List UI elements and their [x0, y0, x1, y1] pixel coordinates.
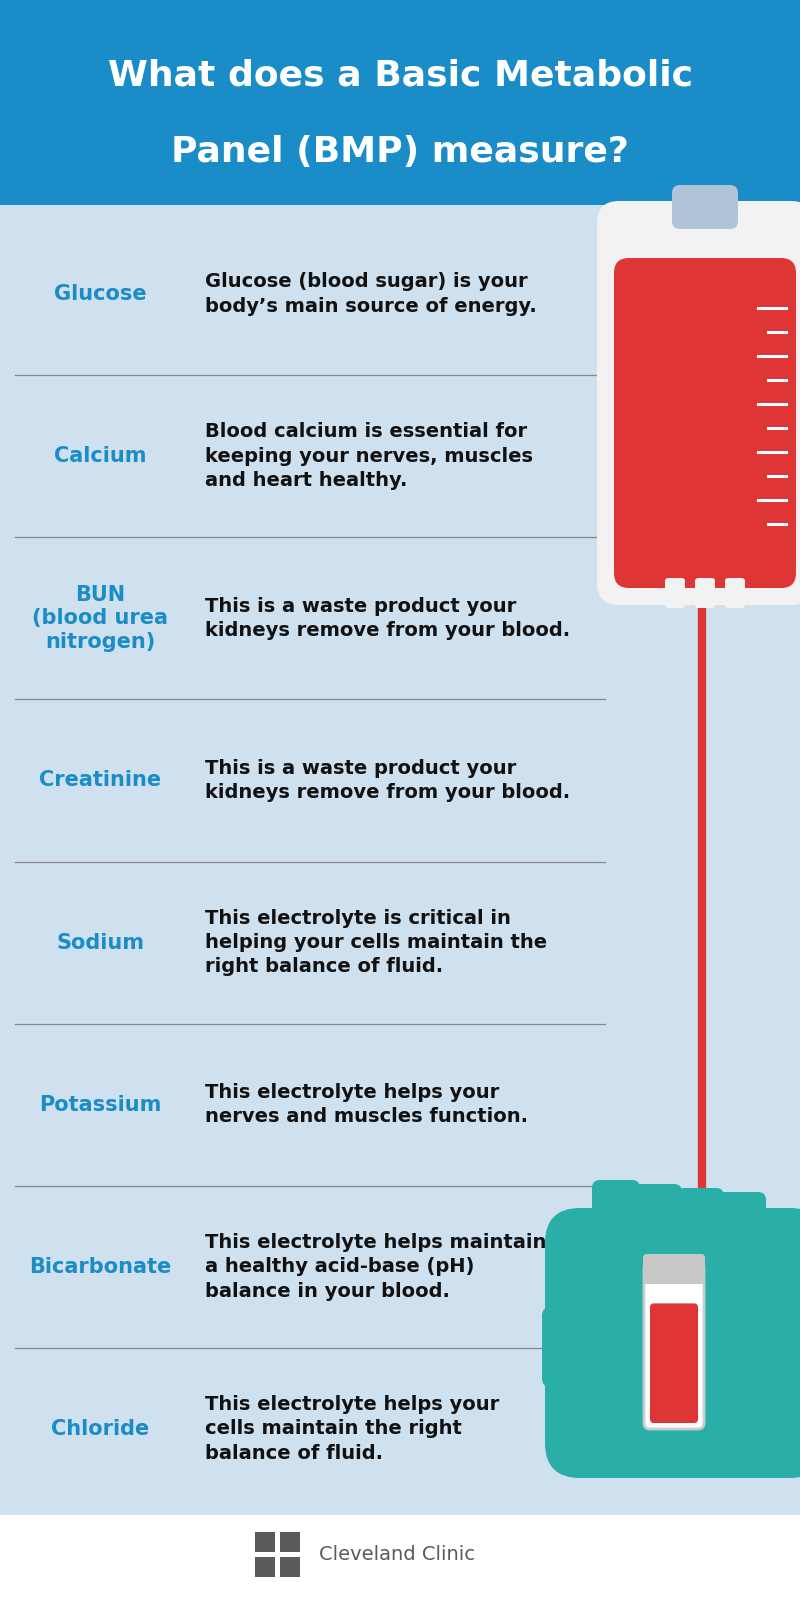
FancyBboxPatch shape: [676, 1188, 724, 1250]
FancyBboxPatch shape: [542, 1306, 600, 1388]
Text: Blood calcium is essential for
keeping your nerves, muscles
and heart healthy.: Blood calcium is essential for keeping y…: [205, 422, 533, 490]
Text: Creatinine: Creatinine: [39, 770, 161, 790]
FancyBboxPatch shape: [0, 0, 800, 205]
FancyBboxPatch shape: [614, 258, 796, 587]
Text: What does a Basic Metabolic: What does a Basic Metabolic: [107, 58, 693, 91]
Text: Glucose: Glucose: [54, 284, 146, 303]
FancyBboxPatch shape: [672, 185, 738, 230]
Text: Panel (BMP) measure?: Panel (BMP) measure?: [171, 135, 629, 169]
FancyBboxPatch shape: [255, 1533, 275, 1552]
FancyBboxPatch shape: [0, 205, 800, 1515]
FancyBboxPatch shape: [592, 1180, 640, 1250]
FancyBboxPatch shape: [255, 1557, 275, 1578]
FancyBboxPatch shape: [644, 1262, 704, 1428]
Text: Bicarbonate: Bicarbonate: [29, 1257, 171, 1278]
FancyBboxPatch shape: [545, 1209, 800, 1478]
Text: Potassium: Potassium: [39, 1095, 161, 1115]
Text: Chloride: Chloride: [51, 1419, 149, 1440]
Text: This is a waste product your
kidneys remove from your blood.: This is a waste product your kidneys rem…: [205, 759, 570, 802]
FancyBboxPatch shape: [634, 1184, 682, 1250]
Text: This electrolyte is critical in
helping your cells maintain the
right balance of: This electrolyte is critical in helping …: [205, 908, 547, 976]
Text: BUN
(blood urea
nitrogen): BUN (blood urea nitrogen): [32, 586, 168, 652]
Text: Cleveland Clinic: Cleveland Clinic: [319, 1546, 475, 1563]
FancyBboxPatch shape: [725, 578, 745, 608]
FancyBboxPatch shape: [695, 578, 715, 608]
Text: This electrolyte helps your
cells maintain the right
balance of fluid.: This electrolyte helps your cells mainta…: [205, 1395, 499, 1462]
Text: Sodium: Sodium: [56, 933, 144, 952]
Text: This is a waste product your
kidneys remove from your blood.: This is a waste product your kidneys rem…: [205, 597, 570, 640]
FancyBboxPatch shape: [0, 1515, 800, 1605]
Text: This electrolyte helps maintain
a healthy acid-base (pH)
balance in your blood.: This electrolyte helps maintain a health…: [205, 1233, 546, 1300]
FancyBboxPatch shape: [665, 578, 685, 608]
FancyBboxPatch shape: [643, 1254, 705, 1284]
FancyBboxPatch shape: [718, 1193, 766, 1250]
Text: This electrolyte helps your
nerves and muscles function.: This electrolyte helps your nerves and m…: [205, 1083, 528, 1127]
FancyBboxPatch shape: [280, 1557, 300, 1578]
FancyBboxPatch shape: [597, 201, 800, 605]
FancyBboxPatch shape: [650, 1303, 698, 1424]
Text: Calcium: Calcium: [54, 446, 146, 465]
FancyBboxPatch shape: [280, 1533, 300, 1552]
Text: Glucose (blood sugar) is your
body’s main source of energy.: Glucose (blood sugar) is your body’s mai…: [205, 273, 537, 316]
